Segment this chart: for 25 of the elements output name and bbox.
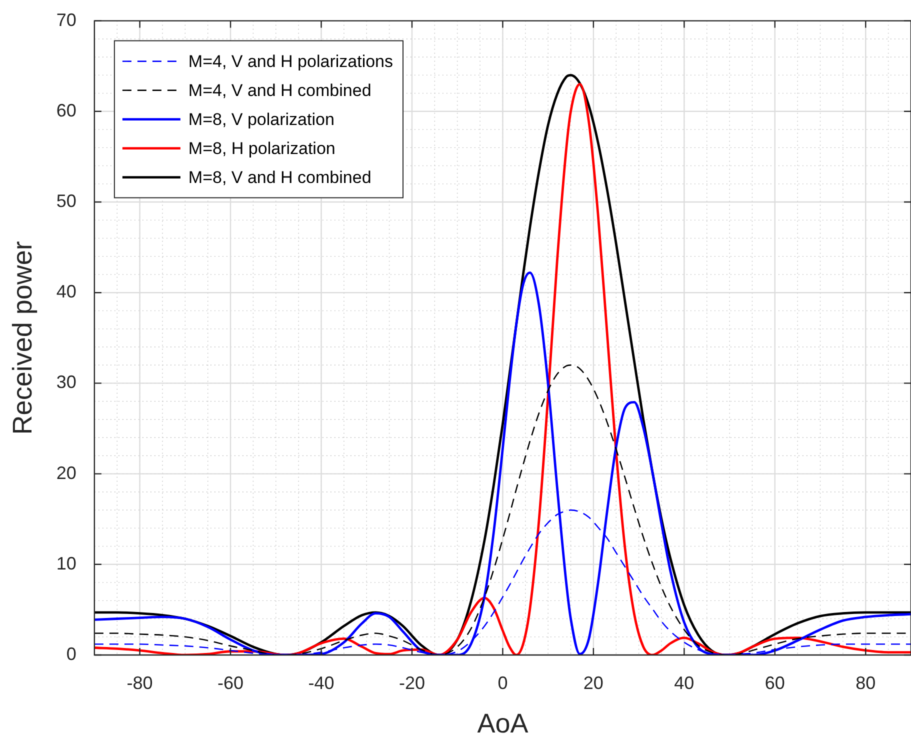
x-tick-label: 80: [856, 672, 876, 693]
y-tick-label: 20: [56, 462, 76, 483]
y-tick-label: 40: [56, 282, 76, 302]
y-tick-label: 30: [56, 372, 76, 392]
line-series: [94, 271, 911, 655]
legend-label: M=8, V and H combined: [188, 168, 372, 187]
x-tick-label: -20: [398, 672, 425, 693]
legend-label: M=4, V and H combined: [188, 80, 372, 100]
x-tick-label: -40: [308, 672, 334, 693]
legend-label: M=8, H polarization: [188, 138, 336, 158]
x-tick-label: 40: [674, 672, 694, 693]
y-tick-label: 60: [56, 100, 76, 120]
x-axis-title: AoA: [477, 708, 528, 738]
legend-label: M=8, V polarization: [188, 110, 334, 129]
legend-label: M=4, V and H polarizations: [188, 52, 394, 71]
x-tick-label: 60: [764, 672, 785, 693]
y-tick-label: 0: [66, 644, 76, 664]
y-axis-title: Received power: [8, 241, 38, 435]
y-tick-label: 70: [56, 10, 76, 30]
x-tick-label: 0: [498, 672, 508, 693]
x-tick-label: 20: [583, 672, 604, 693]
y-tick-label: 10: [56, 553, 76, 574]
x-tick-label: -80: [126, 672, 153, 693]
x-tick-label: -60: [218, 672, 244, 693]
y-tick-label: 50: [56, 190, 76, 211]
